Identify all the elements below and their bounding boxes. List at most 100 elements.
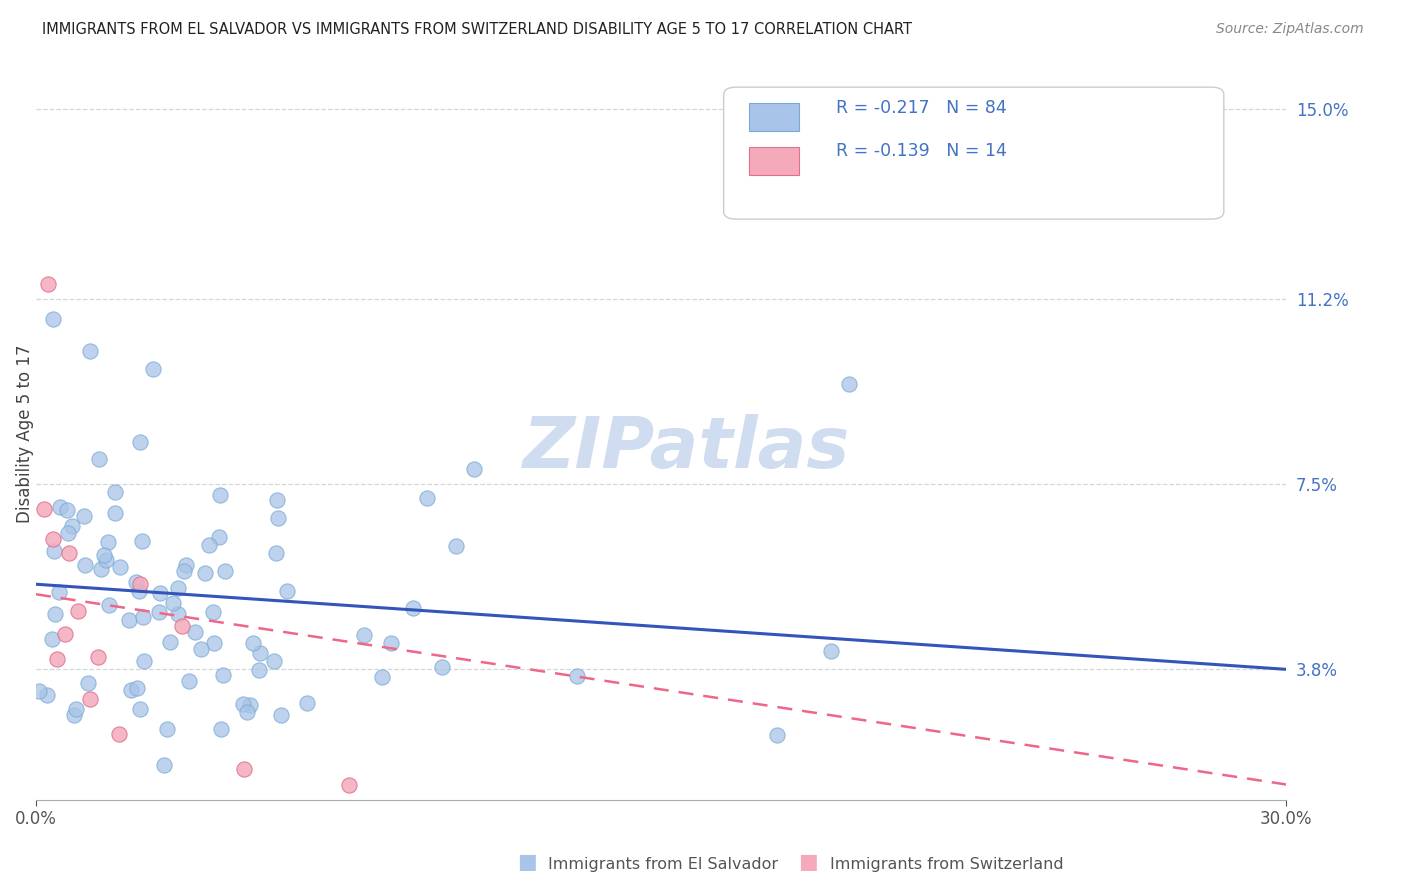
Point	[104, 484, 127, 499]
Point	[267, 511, 290, 525]
Text: IMMIGRANTS FROM EL SALVADOR VS IMMIGRANTS FROM SWITZERLAND DISABILITY AGE 5 TO 1: IMMIGRANTS FROM EL SALVADOR VS IMMIGRANT…	[42, 22, 912, 37]
Point	[820, 644, 842, 658]
Point	[242, 636, 264, 650]
Point	[167, 582, 190, 596]
Point	[208, 488, 231, 502]
Point	[430, 659, 453, 673]
Y-axis label: Disability Age 5 to 17: Disability Age 5 to 17	[15, 345, 34, 524]
Point	[90, 561, 112, 575]
Point	[233, 763, 256, 777]
Point	[170, 619, 193, 633]
Point	[371, 670, 394, 684]
Point	[152, 758, 174, 772]
Point	[66, 604, 89, 618]
Point	[131, 610, 153, 624]
Point	[79, 692, 101, 706]
Point	[37, 688, 59, 702]
Point	[62, 708, 84, 723]
Point	[131, 533, 153, 548]
Point	[266, 546, 288, 560]
Point	[142, 362, 165, 376]
Point	[208, 530, 231, 544]
Point	[73, 558, 96, 573]
Text: Immigrants from El Salvador: Immigrants from El Salvador	[548, 857, 779, 872]
Text: Source: ZipAtlas.com: Source: ZipAtlas.com	[1216, 22, 1364, 37]
Point	[56, 502, 79, 516]
Point	[129, 577, 152, 591]
Point	[214, 564, 236, 578]
Point	[37, 277, 59, 291]
Point	[98, 598, 121, 612]
Text: Immigrants from Switzerland: Immigrants from Switzerland	[830, 857, 1063, 872]
Point	[94, 553, 117, 567]
Point	[120, 682, 142, 697]
Point	[249, 646, 271, 660]
FancyBboxPatch shape	[748, 103, 800, 130]
Point	[167, 607, 190, 621]
Point	[263, 655, 285, 669]
Point	[198, 538, 221, 552]
Point	[125, 574, 148, 589]
Point	[232, 697, 254, 711]
Point	[96, 534, 118, 549]
Point	[77, 675, 100, 690]
Point	[87, 649, 110, 664]
Text: R = -0.217   N = 84: R = -0.217 N = 84	[837, 99, 1007, 117]
Point	[295, 696, 318, 710]
Point	[380, 636, 402, 650]
Point	[41, 311, 63, 326]
Point	[235, 706, 257, 720]
Point	[463, 462, 485, 476]
Point	[65, 701, 87, 715]
Point	[202, 605, 225, 619]
FancyBboxPatch shape	[724, 87, 1223, 219]
Point	[44, 607, 66, 621]
Text: ■: ■	[799, 853, 818, 872]
Text: ■: ■	[517, 853, 537, 872]
Point	[159, 635, 181, 649]
Point	[565, 669, 588, 683]
Point	[79, 343, 101, 358]
Point	[127, 681, 149, 696]
Point	[184, 625, 207, 640]
Point	[148, 605, 170, 619]
Point	[337, 777, 360, 791]
Point	[149, 586, 172, 600]
Point	[194, 566, 217, 581]
Point	[270, 707, 292, 722]
Point	[104, 506, 127, 520]
Point	[108, 727, 131, 741]
Point	[41, 632, 63, 646]
Point	[45, 652, 67, 666]
Point	[212, 668, 235, 682]
Point	[190, 642, 212, 657]
Point	[93, 548, 115, 562]
Point	[177, 673, 200, 688]
Point	[276, 584, 298, 599]
Point	[73, 508, 96, 523]
Point	[402, 600, 425, 615]
FancyBboxPatch shape	[748, 146, 800, 175]
Text: ZIPatlas: ZIPatlas	[523, 414, 849, 483]
Point	[60, 519, 83, 533]
Point	[202, 636, 225, 650]
Point	[32, 502, 55, 516]
Point	[58, 525, 80, 540]
Point	[444, 539, 467, 553]
Point	[49, 500, 72, 514]
Point	[128, 584, 150, 599]
Point	[239, 698, 262, 712]
Point	[118, 613, 141, 627]
Point	[156, 722, 179, 736]
Point	[415, 491, 437, 505]
Point	[108, 559, 131, 574]
Point	[766, 728, 789, 742]
Point	[353, 628, 375, 642]
Point	[42, 543, 65, 558]
Point	[838, 376, 860, 391]
Point	[28, 684, 51, 698]
Point	[129, 701, 152, 715]
Point	[129, 435, 152, 450]
Point	[266, 493, 288, 508]
Point	[89, 452, 111, 467]
